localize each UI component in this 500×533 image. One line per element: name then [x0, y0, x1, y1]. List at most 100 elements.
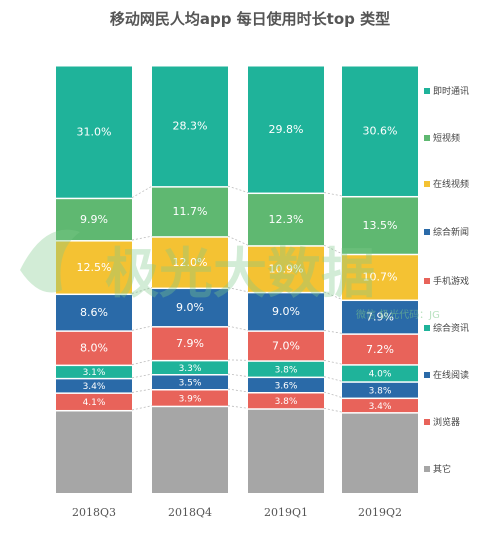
- data-label: 8.6%: [80, 306, 108, 319]
- bar-segment: [342, 197, 418, 254]
- x-tick-label: 2018Q3: [72, 506, 116, 519]
- data-label: 3.8%: [275, 365, 298, 375]
- data-label: 9.0%: [272, 305, 300, 318]
- connector-line: [131, 388, 153, 393]
- bar-segment: [56, 366, 132, 378]
- data-label: 7.9%: [176, 337, 204, 350]
- bar-segment: [342, 413, 418, 493]
- data-label: 3.4%: [369, 402, 392, 412]
- watermark-logo-icon: [20, 229, 80, 293]
- connector-line: [227, 287, 249, 293]
- connector-line: [227, 185, 249, 193]
- data-label: 30.6%: [363, 124, 398, 137]
- legend-label: 在线视频: [433, 178, 469, 190]
- connector-line: [323, 407, 343, 413]
- data-label: 3.8%: [275, 397, 298, 407]
- legend-label: 手机游戏: [433, 275, 469, 287]
- bar-segment: [248, 246, 324, 292]
- bar-segment: [152, 289, 228, 327]
- data-label: 3.8%: [369, 386, 392, 396]
- data-label: 11.7%: [173, 205, 208, 218]
- legend-swatch: [424, 181, 430, 187]
- data-label: 9.0%: [176, 301, 204, 314]
- bar-segment: [152, 390, 228, 406]
- data-label: 4.1%: [83, 398, 106, 408]
- data-label: 28.3%: [173, 120, 208, 133]
- bar-segment: [342, 255, 418, 300]
- bar-segment: [152, 237, 228, 288]
- connector-line: [131, 325, 153, 331]
- bar-segment: [56, 295, 132, 331]
- legend-label: 即时通讯: [433, 85, 469, 97]
- data-label: 7.2%: [366, 343, 394, 356]
- legend-label: 在线阅读: [433, 369, 469, 381]
- bar-segment: [248, 409, 324, 493]
- data-label: 8.0%: [80, 341, 108, 354]
- bar-segment: [248, 194, 324, 246]
- legend-label: 短视频: [433, 132, 460, 144]
- bar-segment: [248, 378, 324, 392]
- bar-segment: [56, 379, 132, 393]
- legend-swatch: [424, 88, 430, 94]
- data-label: 10.9%: [269, 263, 304, 276]
- connector-line: [131, 359, 153, 365]
- x-tick-label: 2019Q2: [358, 506, 402, 519]
- connector-line: [323, 329, 343, 334]
- connector-line: [227, 405, 249, 409]
- x-tick-label: 2018Q4: [168, 506, 212, 519]
- data-label: 9.9%: [80, 213, 108, 226]
- bar-segment: [152, 327, 228, 360]
- connector-line: [323, 376, 343, 382]
- data-label: 7.0%: [272, 339, 300, 352]
- bar-segment: [152, 66, 228, 187]
- data-label: 4.0%: [369, 370, 392, 380]
- connector-line: [323, 359, 343, 365]
- connector-line: [131, 235, 153, 241]
- x-tick-label: 2019Q1: [264, 506, 308, 519]
- bar-segment: [342, 301, 418, 334]
- data-label: 3.9%: [179, 394, 202, 404]
- data-label: 12.3%: [269, 213, 304, 226]
- watermark-subtext: 微信 极光代码：JG: [356, 308, 440, 321]
- data-label: 31.0%: [77, 125, 112, 138]
- legend-label: 综合新闻: [433, 226, 469, 238]
- data-label: 3.6%: [275, 381, 298, 391]
- legend-swatch: [424, 419, 430, 425]
- legend-label: 综合资讯: [433, 322, 469, 334]
- data-label: 3.1%: [83, 368, 106, 378]
- bar-segment: [342, 399, 418, 413]
- data-label: 13.5%: [363, 219, 398, 232]
- bar-segment: [248, 361, 324, 377]
- data-label: 7.9%: [366, 310, 394, 323]
- legend-label: 其它: [433, 463, 451, 475]
- connector-line: [131, 405, 153, 411]
- bar-segment: [248, 66, 324, 193]
- bar-segment: [56, 66, 132, 198]
- bars-group: 4.1% 3.4% 3.1% 8.0% 8.6% 12.5% 9.9% 31.0% 3.9% 3.…: [56, 66, 418, 493]
- connector-line: [131, 185, 153, 199]
- bar-segment: [248, 293, 324, 331]
- legend-swatch: [424, 229, 430, 235]
- bar-segment: [342, 365, 418, 382]
- bar-segment: [342, 382, 418, 398]
- watermark-text: 极光大数据: [105, 242, 375, 305]
- bar-segment: [342, 334, 418, 365]
- bar-segment: [56, 331, 132, 365]
- data-label: 12.0%: [173, 256, 208, 269]
- connector-line: [323, 391, 343, 398]
- connector-line: [323, 291, 343, 300]
- connector-line: [131, 287, 153, 294]
- bar-segment: [56, 199, 132, 241]
- bar-segment: [152, 375, 228, 389]
- bar-segment: [248, 393, 324, 409]
- bar-segment: [56, 411, 132, 493]
- connector-line: [323, 192, 343, 197]
- legend-swatch: [424, 135, 430, 141]
- legend-swatch: [424, 372, 430, 378]
- connector-line: [227, 373, 249, 377]
- data-label: 3.3%: [179, 364, 202, 374]
- bar-segment: [248, 331, 324, 361]
- legend-swatch: [424, 325, 430, 331]
- bar-segment: [152, 361, 228, 375]
